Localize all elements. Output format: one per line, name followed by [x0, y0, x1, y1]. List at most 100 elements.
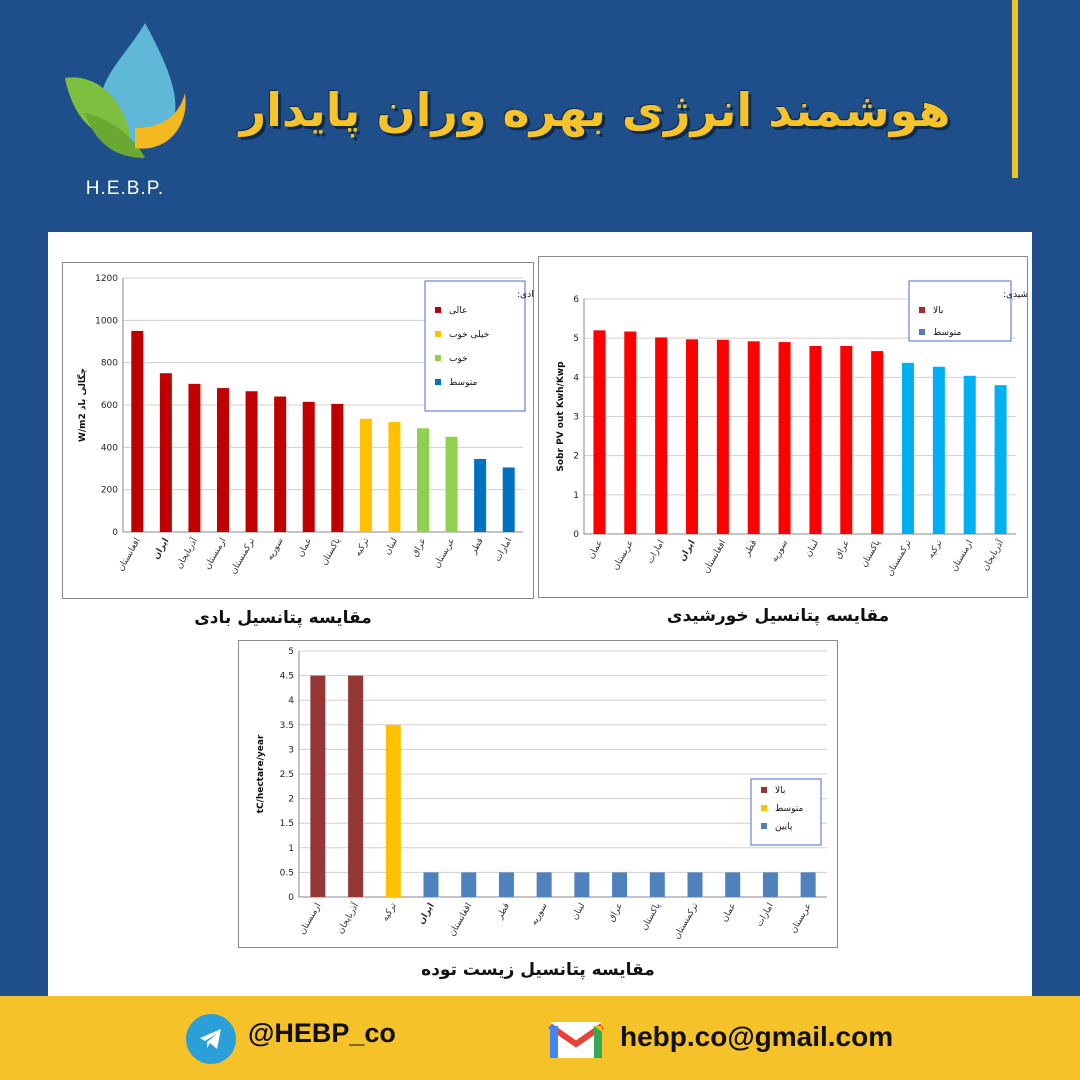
bar	[331, 403, 344, 532]
x-tick-label: افغانستان	[702, 539, 729, 576]
legend-swatch	[435, 331, 441, 337]
y-tick-label: 800	[101, 359, 118, 369]
logo-text: H.E.B.P.	[85, 178, 165, 199]
y-tick-label: 1	[573, 491, 579, 501]
y-tick-label: 2	[573, 452, 579, 462]
bar	[159, 373, 172, 532]
legend-swatch	[435, 307, 441, 313]
bar	[840, 346, 853, 534]
legend-label: عالی	[449, 306, 467, 316]
x-tick-label: ترکمنستان	[672, 901, 701, 941]
biomass-chart-box: 0 0.5 1 1.5 2 2.5 3 3.5 4 4.5 5 tC/hectare/year ارمن…	[238, 640, 838, 948]
bar	[498, 872, 514, 897]
legend-swatch	[919, 329, 925, 335]
legend-swatch	[761, 787, 767, 793]
y-tick-label: 600	[101, 401, 118, 411]
bar	[624, 331, 637, 534]
telegram-icon[interactable]	[186, 1014, 236, 1064]
bar	[762, 872, 778, 897]
x-tick-label: ایران	[678, 539, 698, 564]
page-title: هوشمند انرژی بهره وران پایدار	[239, 83, 951, 137]
x-tick-label: سوریه	[770, 539, 791, 565]
bar	[302, 401, 315, 532]
y-tick-label: 400	[101, 443, 118, 453]
x-tick-label: عربستان	[789, 902, 814, 936]
bar	[245, 391, 258, 532]
x-tick-label: عمان	[296, 537, 315, 559]
bar	[612, 872, 628, 897]
x-tick-label: عربستان	[432, 537, 457, 571]
bar	[274, 396, 287, 532]
legend-title: کلاس بادی:	[517, 290, 533, 300]
bar	[388, 421, 401, 532]
legend-label: متوسط	[933, 328, 961, 338]
bar	[809, 346, 822, 534]
bar	[188, 383, 201, 532]
y-tick-label: 4	[573, 373, 579, 383]
bar	[778, 342, 791, 534]
x-tick-label: قطر	[495, 902, 512, 922]
wind-chart-box: 0 200 400 600 800 1000 1200 W/m2 چگالی باد افغان…	[62, 262, 561, 599]
bar	[502, 467, 515, 532]
bar	[687, 872, 703, 897]
x-tick-label: سوریه	[265, 537, 286, 563]
gmail-icon[interactable]	[548, 1018, 604, 1060]
legend-label: پایین	[775, 822, 793, 832]
email-address[interactable]: hebp.co@gmail.com	[620, 1021, 894, 1052]
y-tick-label: 3	[573, 413, 579, 423]
y-tick-label: 1000	[95, 316, 118, 326]
y-tick-label: 2	[288, 795, 294, 805]
bar	[902, 362, 914, 534]
legend-label: خیلی خوب	[449, 330, 489, 340]
bar	[348, 675, 364, 897]
legend-box	[908, 280, 1012, 342]
x-tick-label: ارمنستان	[949, 539, 975, 574]
x-tick-label: عراق	[607, 902, 626, 924]
y-tick-label: 0	[288, 893, 294, 903]
y-tick-label: 3	[288, 745, 294, 755]
bar	[474, 458, 487, 532]
bar	[574, 872, 590, 897]
y-tick-label: 3.5	[280, 721, 294, 731]
solar-chart: 0 1 2 3 4 5 6 Sobr PV out Kwh/Kwp عمان عربستان اما…	[556, 280, 1080, 578]
bar	[385, 724, 401, 897]
legend-label: متوسط	[775, 804, 803, 814]
x-tick-label: امارات	[755, 902, 776, 929]
x-tick-label: عمان	[586, 539, 605, 561]
y-tick-label: 1200	[95, 274, 118, 284]
bar	[963, 375, 976, 534]
x-tick-label: افغانستان	[116, 537, 143, 574]
bar	[725, 872, 741, 897]
legend-label: متوسط	[449, 378, 477, 388]
x-tick-label: لبنان	[383, 537, 400, 557]
solar-chart-box: 0 1 2 3 4 5 6 Sobr PV out Kwh/Kwp عمان عربستان اما…	[538, 256, 1080, 598]
x-tick-label: ترکمنستان	[885, 538, 914, 578]
x-tick-label: قطر	[468, 537, 485, 557]
x-tick-label: ایران	[151, 537, 171, 562]
solar-caption: مقایسه پتانسیل خورشیدی	[666, 606, 890, 626]
bar	[536, 872, 552, 897]
bar	[747, 341, 760, 534]
telegram-handle[interactable]: @HEBP_co	[248, 1018, 396, 1048]
legend-label: بالا	[933, 306, 943, 316]
x-tick-label: امارات	[645, 539, 666, 566]
hebp-logo: H.E.B.P.	[55, 18, 195, 208]
legend-swatch	[761, 805, 767, 811]
bar	[359, 418, 372, 532]
x-tick-label: پاکستان	[859, 538, 883, 569]
legend-label: بالا	[775, 786, 785, 796]
bar	[593, 330, 606, 534]
bar	[871, 351, 884, 534]
bar	[423, 872, 439, 897]
bar	[310, 675, 326, 897]
y-axis-label: Sobr PV out Kwh/Kwp	[556, 361, 566, 472]
legend-box	[424, 280, 526, 412]
y-tick-label: 5	[573, 334, 579, 344]
bar	[131, 330, 144, 532]
x-tick-label: آذربایجان	[173, 535, 201, 571]
y-tick-label: 1.5	[280, 819, 294, 829]
header: H.E.B.P. هوشمند انرژی بهره وران پایدار	[0, 0, 1080, 232]
x-tick-label: ارمنستان	[203, 537, 229, 572]
x-tick-label: امارات	[493, 537, 514, 564]
bar	[994, 385, 1007, 534]
